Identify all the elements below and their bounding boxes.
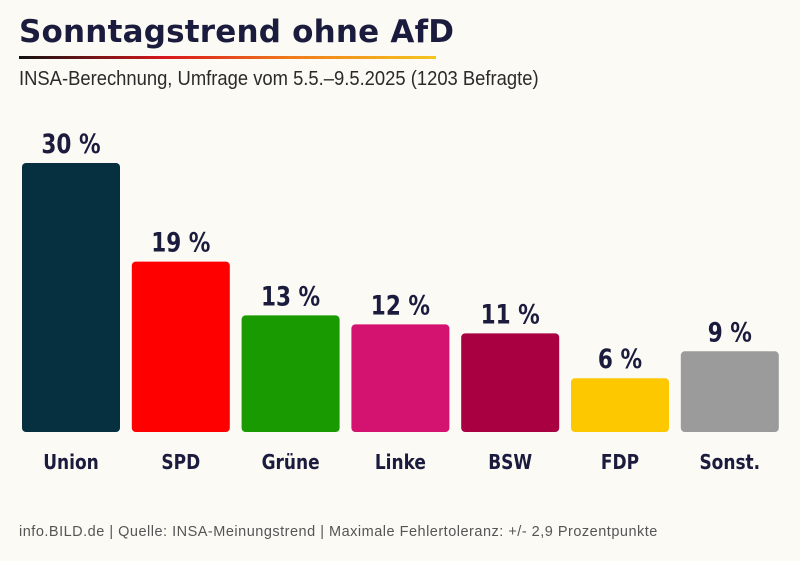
footer-source: info.BILD.de | Quelle: INSA-Meinungstren… — [19, 524, 658, 540]
bar-6 — [680, 351, 779, 432]
value-label: 9 % — [708, 316, 752, 348]
value-label: 11 % — [481, 298, 540, 330]
bar-0 — [22, 163, 120, 432]
bar-5 — [571, 378, 669, 432]
value-label: 13 % — [261, 280, 320, 312]
chart-title: Sonntagstrend ohne AfD — [19, 14, 455, 50]
category-label: Sonst. — [699, 452, 760, 475]
bar-4 — [461, 333, 560, 432]
value-label: 30 % — [41, 128, 100, 160]
category-label: Union — [43, 452, 98, 475]
category-label: Linke — [375, 452, 426, 475]
bar-3 — [351, 324, 450, 432]
value-label: 12 % — [371, 289, 430, 321]
category-label: FDP — [601, 452, 639, 475]
bar-2 — [241, 315, 340, 432]
value-label: 6 % — [598, 343, 642, 375]
bar-1 — [131, 261, 230, 432]
category-label: Grüne — [262, 452, 320, 475]
chart-subtitle: INSA-Berechnung, Umfrage vom 5.5.–9.5.20… — [19, 68, 539, 90]
title-underline — [19, 56, 436, 59]
category-label: BSW — [488, 452, 532, 475]
category-label: SPD — [161, 452, 200, 475]
value-label: 19 % — [151, 226, 210, 258]
